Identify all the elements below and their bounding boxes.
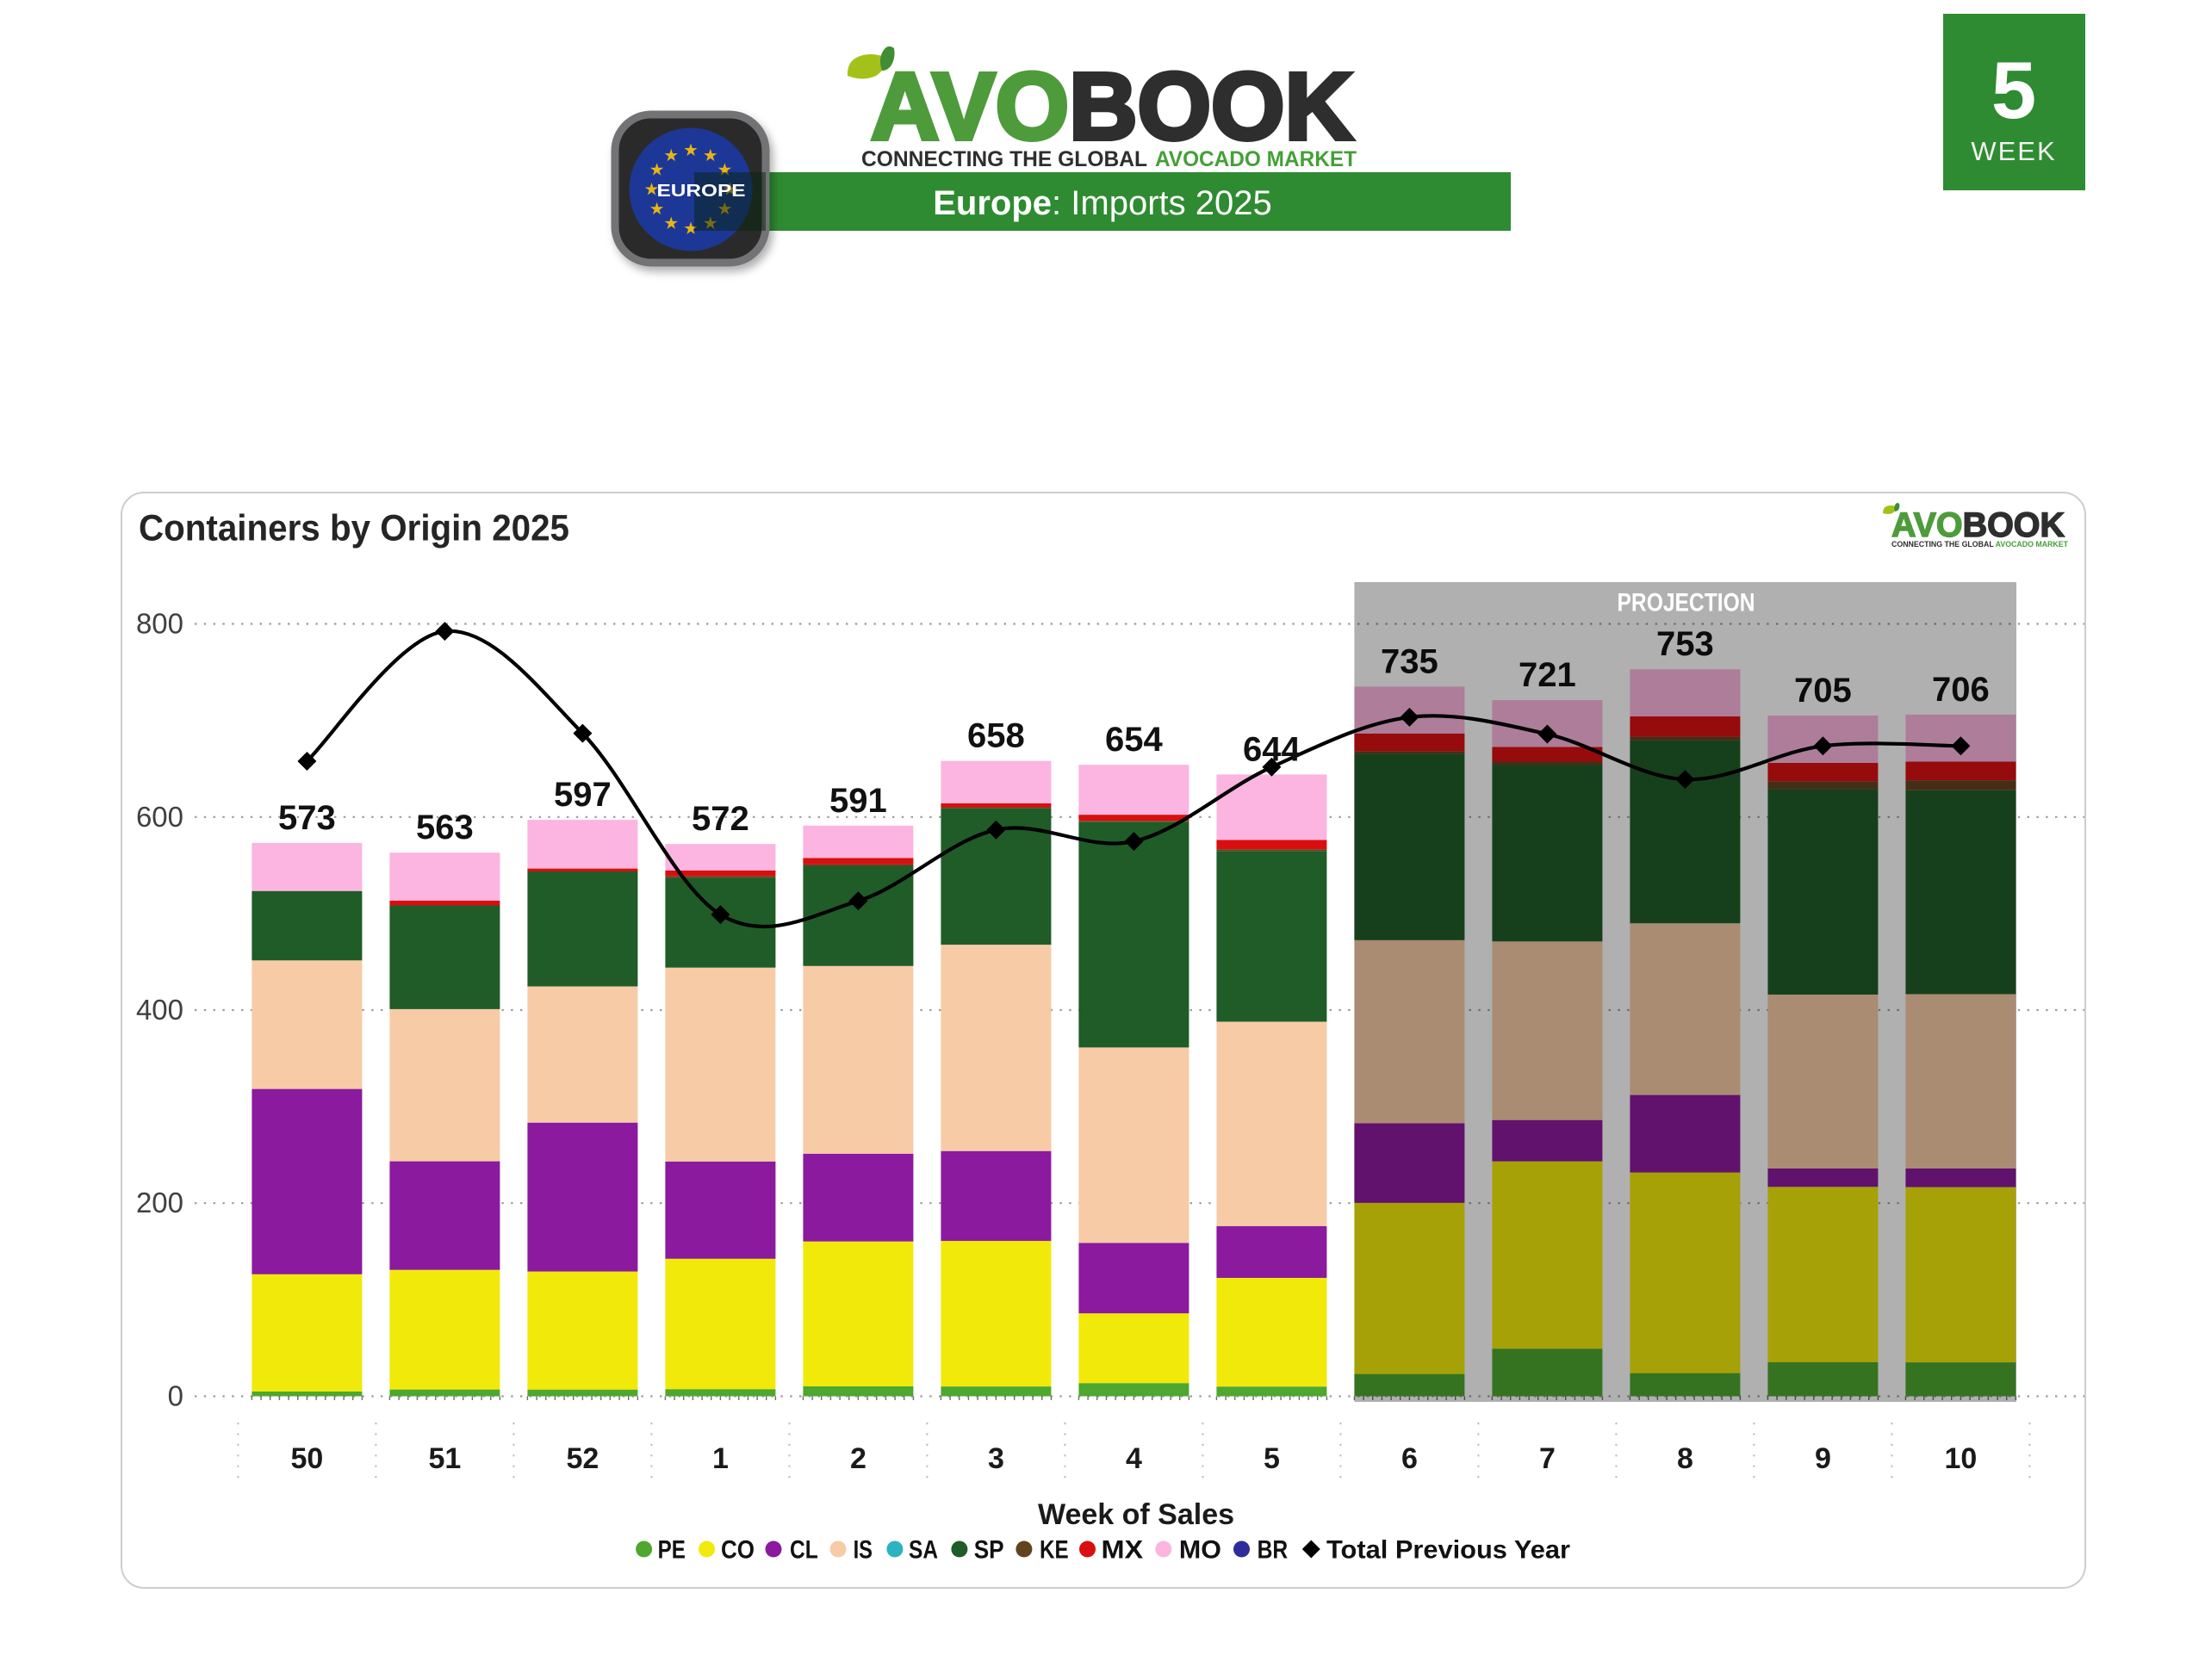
svg-text:EUROPE: EUROPE	[657, 182, 746, 201]
svg-text:2: 2	[850, 1442, 866, 1475]
svg-text:4: 4	[1126, 1442, 1142, 1475]
svg-text:MO: MO	[1179, 1536, 1221, 1565]
svg-text:CO: CO	[721, 1536, 755, 1565]
svg-text:9: 9	[1815, 1442, 1831, 1475]
svg-text:IS: IS	[854, 1536, 873, 1565]
svg-text:200: 200	[136, 1187, 183, 1218]
svg-text:Europe: Imports 2025: Europe: Imports 2025	[933, 184, 1271, 222]
svg-text:600: 600	[136, 801, 183, 833]
svg-text:Week of Sales: Week of Sales	[1038, 1498, 1234, 1531]
svg-text:1: 1	[712, 1442, 729, 1475]
svg-text:591: 591	[829, 782, 887, 820]
svg-text:572: 572	[692, 800, 749, 838]
svg-text:Containers by Origin 2025: Containers by Origin 2025	[139, 508, 569, 549]
svg-text:597: 597	[554, 776, 612, 814]
svg-text:52: 52	[566, 1442, 599, 1475]
svg-text:CONNECTING THE GLOBAL: CONNECTING THE GLOBAL	[861, 147, 1147, 171]
svg-text:PROJECTION: PROJECTION	[1618, 589, 1755, 617]
svg-text:800: 800	[136, 608, 183, 640]
svg-text:KE: KE	[1040, 1536, 1069, 1565]
svg-text:644: 644	[1243, 730, 1301, 768]
svg-text:SA: SA	[909, 1536, 938, 1565]
svg-text:5: 5	[1991, 45, 2036, 135]
svg-text:5: 5	[1264, 1442, 1280, 1475]
svg-text:658: 658	[967, 717, 1025, 755]
svg-text:7: 7	[1539, 1442, 1556, 1475]
svg-text:563: 563	[416, 809, 474, 846]
svg-text:10: 10	[1944, 1442, 1977, 1475]
svg-text:Total Previous Year: Total Previous Year	[1326, 1536, 1570, 1565]
svg-text:654: 654	[1105, 721, 1163, 759]
svg-text:AVOBOOK: AVOBOOK	[871, 54, 1353, 160]
svg-text:MX: MX	[1102, 1536, 1144, 1565]
svg-text:8: 8	[1677, 1442, 1693, 1475]
svg-text:51: 51	[428, 1442, 461, 1475]
svg-text:BR: BR	[1258, 1536, 1289, 1565]
svg-text:0: 0	[168, 1380, 183, 1412]
svg-text:CONNECTING THE GLOBAL AVOCADO: CONNECTING THE GLOBAL AVOCADO MARKET	[1891, 540, 2068, 549]
svg-text:AVOCADO MARKET: AVOCADO MARKET	[1155, 147, 1357, 171]
svg-text:50: 50	[290, 1442, 323, 1475]
svg-text:573: 573	[278, 799, 336, 837]
svg-text:WEEK: WEEK	[1971, 136, 2056, 166]
svg-text:3: 3	[988, 1442, 1004, 1475]
svg-text:CL: CL	[790, 1536, 818, 1565]
svg-text:6: 6	[1401, 1442, 1418, 1475]
svg-text:PE: PE	[658, 1536, 686, 1565]
svg-text:AVOBOOK: AVOBOOK	[1891, 506, 2065, 544]
svg-text:400: 400	[136, 994, 183, 1026]
svg-text:SP: SP	[974, 1536, 1004, 1565]
